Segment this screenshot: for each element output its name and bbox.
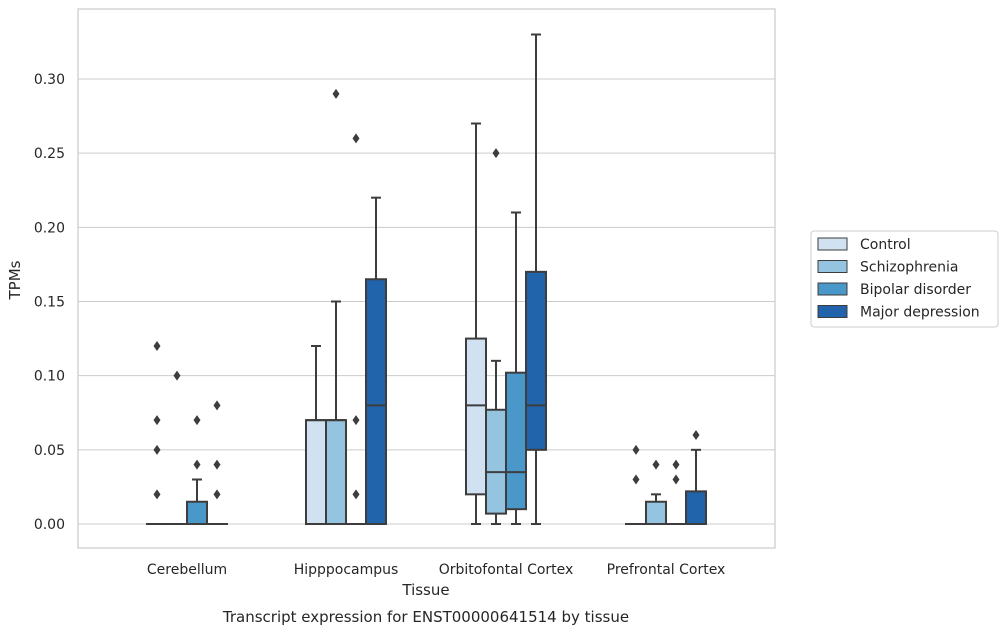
box [465, 122, 487, 525]
box [186, 415, 208, 525]
grid-lines [78, 78, 775, 525]
legend-label: Control [860, 237, 911, 253]
x-tick-labels: Cerebellum Hipppocampus Orbitofontal Corte… [147, 562, 725, 578]
box-body [685, 490, 707, 526]
box-body [325, 419, 347, 525]
flier-point [153, 341, 161, 351]
chart-caption: Transcript expression for ENST0000064151… [222, 608, 629, 626]
x-axis-title: Tissue [401, 581, 449, 599]
flier-point [193, 459, 201, 470]
box-body [505, 371, 527, 511]
box-body [485, 408, 507, 515]
flier-point [173, 370, 181, 381]
flier-point [632, 444, 640, 455]
flier-point [652, 459, 660, 470]
x-tick-label: Hipppocampus [294, 562, 399, 578]
box [485, 148, 507, 525]
x-tick-label: Orbitofontal Cortex [439, 562, 574, 578]
flier-point [213, 459, 221, 470]
y-tick-label: 0.25 [34, 146, 65, 162]
flier-point [492, 148, 500, 159]
box [505, 211, 527, 525]
legend-label: Schizophrenia [860, 260, 958, 276]
box [645, 459, 667, 525]
legend-label: Bipolar disorder [860, 282, 971, 298]
flier-point [213, 400, 221, 411]
flier-point [672, 474, 680, 485]
flier-point [153, 444, 161, 455]
box [345, 133, 367, 526]
box [146, 341, 168, 526]
legend-swatch [817, 260, 848, 273]
legend-swatch [817, 237, 848, 251]
box-body [365, 278, 387, 525]
box [365, 196, 387, 525]
box [325, 88, 347, 525]
flier-point [632, 474, 640, 485]
legend-frame [810, 230, 999, 328]
y-tick-label: 0.10 [34, 369, 65, 385]
legend-swatch [817, 305, 848, 318]
y-tick-labels: 0.00 0.05 0.10 0.15 0.20 0.25 0.30 [34, 72, 65, 533]
flier-point [672, 459, 680, 470]
legend-label: Major depression [860, 305, 980, 321]
flier-point [692, 430, 700, 440]
x-tick-label: Prefrontal Cortex [607, 562, 726, 578]
plot-frame [77, 8, 776, 549]
flier-point [352, 415, 360, 426]
box [166, 370, 188, 526]
flier-point [352, 489, 360, 500]
legend-swatch [817, 282, 848, 296]
flier-point [352, 133, 360, 144]
box-body [525, 270, 547, 451]
box [525, 33, 547, 525]
y-tick-label: 0.30 [34, 72, 65, 88]
y-tick-label: 0.05 [34, 443, 65, 459]
flier-point [332, 88, 340, 99]
y-tick-label: 0.20 [34, 220, 65, 236]
series-bipolar-disorder [186, 133, 687, 526]
box-body [186, 500, 208, 525]
box [206, 400, 228, 526]
series-major-depression [206, 33, 707, 526]
y-axis-title: TPMs [6, 260, 24, 300]
flier-point [193, 415, 201, 426]
box [685, 430, 707, 526]
x-tick-label: Cerebellum [147, 562, 227, 578]
box-body [645, 500, 667, 525]
box [305, 345, 327, 525]
box-body [305, 419, 327, 525]
box [665, 459, 687, 526]
box-body [465, 337, 487, 496]
y-tick-label: 0.15 [34, 295, 65, 311]
series-control [146, 122, 647, 526]
flier-point [153, 489, 161, 500]
flier-point [213, 489, 221, 500]
y-tick-label: 0.00 [34, 517, 65, 533]
boxes [146, 33, 707, 526]
legend: Control Schizophrenia Bipolar disorder Majo… [810, 230, 999, 328]
box [625, 444, 647, 526]
flier-point [153, 415, 161, 426]
series-schizophrenia [166, 88, 667, 526]
